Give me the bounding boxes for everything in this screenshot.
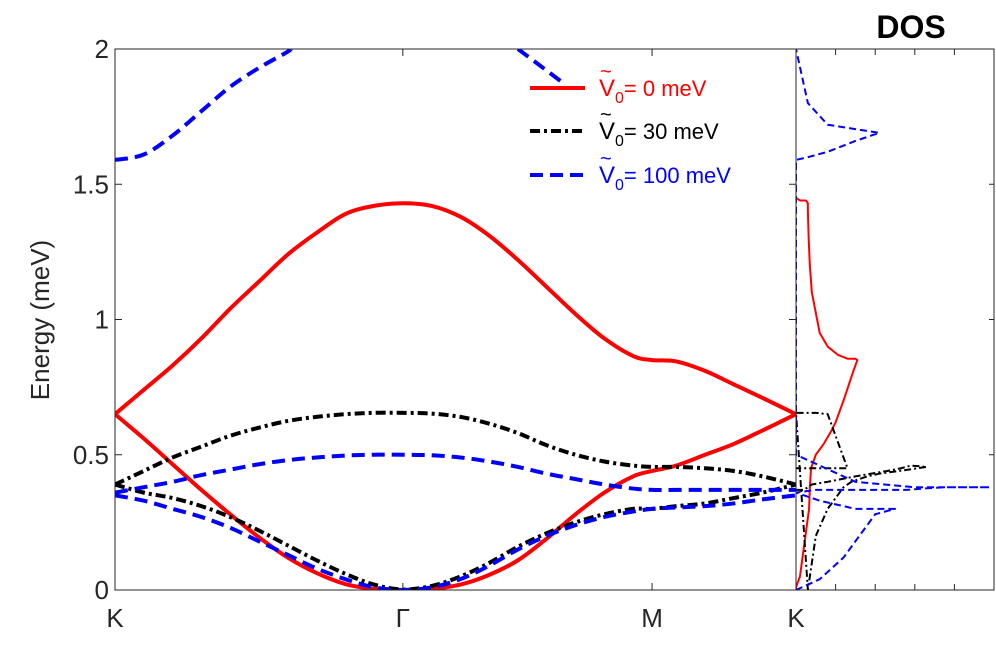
x-tick-label: K <box>787 603 805 633</box>
dos-axes-frame <box>795 48 995 591</box>
dos-x-axis-ticks <box>835 49 955 590</box>
legend-tilde: ~ <box>600 104 612 126</box>
legend-value: = 30 meV <box>624 119 719 144</box>
legend-symbol-v: V <box>599 162 615 189</box>
band-line-s1-b0 <box>115 410 796 487</box>
legend-tilde: ~ <box>600 61 612 83</box>
legend-label-2: V0= 100 meV <box>599 162 731 194</box>
x-tick-label: Γ <box>396 603 410 633</box>
y-tick-label: 2 <box>95 34 109 64</box>
legend-label-0: V0= 0 meV <box>599 75 707 107</box>
y-tick-label: 1.5 <box>73 169 109 199</box>
band-line-s2-b0 <box>115 49 293 162</box>
legend-symbol-sub: 0 <box>615 177 624 194</box>
band-line-s1-b1 <box>115 482 796 590</box>
legend: V0= 0 meV~V0= 30 meV~V0= 100 meV~ <box>530 61 731 194</box>
y-tick-label: 0 <box>95 575 109 605</box>
legend-symbol-v: V <box>599 118 615 145</box>
dos-line-0 <box>796 196 859 590</box>
legend-tilde: ~ <box>600 148 612 170</box>
dos-line-1 <box>796 411 928 590</box>
y-axis-label: Energy (meV) <box>25 240 55 400</box>
dos-line-2 <box>796 49 992 590</box>
band-line-s2-b2 <box>115 452 796 495</box>
y-tick-label: 1 <box>95 305 109 335</box>
legend-value: = 100 meV <box>624 163 731 188</box>
dos-lines <box>796 49 992 590</box>
legend-label-1: V0= 30 meV <box>599 118 719 150</box>
band-line-s2-b1 <box>516 49 563 84</box>
legend-symbol-sub: 0 <box>615 133 624 150</box>
band-lines <box>115 49 796 590</box>
dos-plot: DOS <box>795 9 995 591</box>
band-line-s2-b3 <box>115 493 796 590</box>
band-line-s0-b0 <box>115 201 796 416</box>
dos-title: DOS <box>876 9 945 45</box>
legend-symbol-v: V <box>599 75 615 102</box>
x-tick-label: K <box>106 603 124 633</box>
y-axis-ticks: 0 0.5 1 1.5 2 <box>73 34 994 605</box>
legend-value: = 0 meV <box>624 76 707 101</box>
x-tick-label: M <box>641 603 663 633</box>
legend-symbol-sub: 0 <box>615 90 624 107</box>
y-tick-label: 0.5 <box>73 440 109 470</box>
